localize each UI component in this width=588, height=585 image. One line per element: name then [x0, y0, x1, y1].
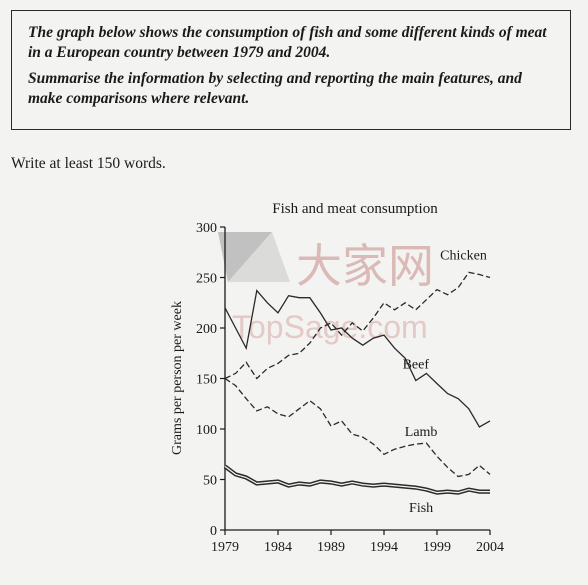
beef-line — [224, 289, 491, 428]
chart-axes: 0 50 100 150 200 250 300 1979 1984 1989 1994 1999 20… — [196, 221, 504, 555]
chart-title: Fish and meat consumption — [272, 201, 438, 217]
beef-series-label: Beef — [403, 357, 430, 372]
x-tick-label: 1984 — [264, 540, 292, 555]
x-tick-label: 1999 — [423, 540, 451, 555]
x-tick-label: 1979 — [211, 540, 239, 555]
lamb-line — [224, 377, 491, 478]
watermark: 大家网 TopSage.com — [218, 232, 434, 345]
y-tick-label: 200 — [196, 322, 217, 337]
y-tick-label: 300 — [196, 221, 217, 236]
fish-series-label: Fish — [409, 501, 433, 516]
y-tick-label: 50 — [203, 474, 217, 489]
x-tick-label: 1989 — [317, 540, 345, 555]
chicken-series-label: Chicken — [440, 248, 487, 263]
task-paragraph-1: The graph below shows the consumption of… — [28, 24, 547, 61]
y-tick-label: 150 — [196, 373, 217, 388]
chart-series-labels: Chicken Beef Lamb Fish — [403, 248, 487, 516]
x-tick-label: 2004 — [476, 540, 504, 555]
watermark-logo-icon — [218, 232, 272, 282]
task-prompt-box: The graph below shows the consumption of… — [11, 10, 571, 130]
y-axis-label: Grams per person per week — [170, 301, 185, 455]
watermark-cn-text: 大家网 — [296, 240, 434, 292]
y-tick-label: 100 — [196, 423, 217, 438]
y-tick-label: 0 — [210, 524, 217, 539]
chicken-line — [224, 271, 491, 380]
fish-line-inner — [224, 465, 490, 494]
task-paragraph-2: Summarise the information by selecting a… — [28, 70, 522, 107]
word-count-instruction: Write at least 150 words. — [11, 155, 166, 172]
x-tick-label: 1994 — [370, 540, 398, 555]
chart-series — [223, 271, 491, 495]
y-tick-label: 250 — [196, 272, 217, 287]
lamb-series-label: Lamb — [405, 425, 438, 440]
watermark-logo-shade-icon — [228, 232, 290, 282]
